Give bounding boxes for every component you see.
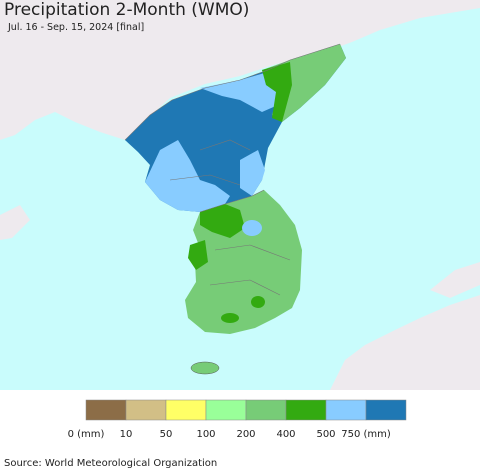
legend: 0 (mm) 10 50 100 200 400 500 750 (mm) [68,399,407,440]
land-mainland [0,0,480,140]
legend-swatch [365,399,407,421]
legend-swatch [325,399,367,421]
region-light-blue [145,140,230,212]
legend-swatch [165,399,207,421]
legend-label: 400 [276,429,295,440]
province-line [169,139,291,296]
legend-swatch [205,399,247,421]
legend-label: 50 [160,429,173,440]
title: Precipitation 2-Month (WMO) [4,0,249,20]
legend-label: 10 [120,429,133,440]
land-shandong [0,205,30,240]
land-japan-north [430,262,480,298]
legend-label: 100 [196,429,215,440]
land-japan [330,295,480,390]
legend-swatch [125,399,167,421]
border-line [124,43,341,141]
legend-swatch [245,399,287,421]
region-dark-green [188,240,208,270]
region-light-blue [200,72,285,112]
legend-label: 200 [236,429,255,440]
region-dark-green [200,204,245,238]
subtitle: Jul. 16 - Sep. 15, 2024 [final] [7,22,144,33]
region-dark-green [221,313,239,323]
region-light-blue [242,220,262,236]
legend-swatch [85,399,127,421]
region-light-blue [240,150,265,196]
legend-label: 0 (mm) [68,429,105,440]
legend-label: 500 [316,429,335,440]
jeju-island [190,361,220,375]
legend-label: 750 (mm) [341,429,391,440]
border-line [199,189,265,213]
legend-swatch [285,399,327,421]
region-dark-green [262,62,292,122]
source: Source: World Meteorological Organizatio… [4,458,217,469]
region-dark-green [251,296,265,308]
